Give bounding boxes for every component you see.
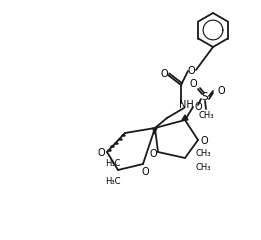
- Text: CH₃: CH₃: [198, 112, 214, 120]
- Text: O: O: [97, 148, 105, 158]
- Text: CH₃: CH₃: [195, 149, 211, 157]
- Polygon shape: [153, 128, 157, 134]
- Text: H₃C: H₃C: [105, 160, 121, 168]
- Text: O: O: [141, 167, 149, 177]
- Text: O: O: [217, 86, 225, 96]
- Text: H₃C: H₃C: [105, 178, 121, 186]
- Text: O: O: [189, 79, 197, 89]
- Text: O: O: [149, 149, 157, 159]
- Text: O: O: [194, 102, 202, 112]
- Text: S: S: [202, 92, 208, 102]
- Text: O: O: [200, 136, 208, 146]
- Polygon shape: [182, 115, 188, 120]
- Text: NH: NH: [179, 100, 193, 110]
- Text: O: O: [187, 66, 195, 76]
- Text: CH₃: CH₃: [195, 163, 211, 173]
- Text: O: O: [160, 69, 168, 79]
